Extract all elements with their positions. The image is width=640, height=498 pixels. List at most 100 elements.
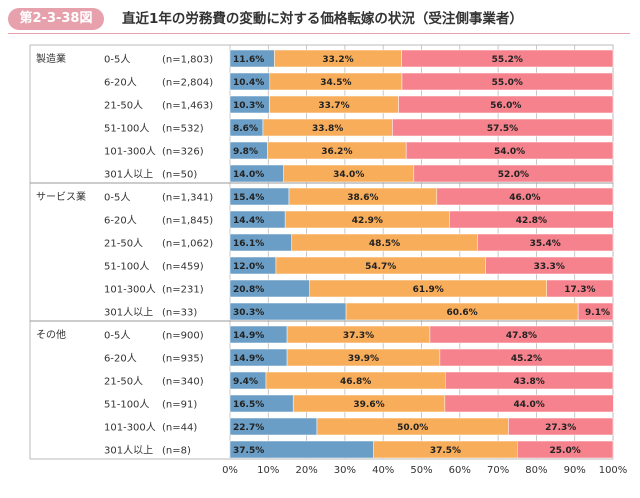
bar-segment — [477, 233, 614, 252]
sample-size-label: (n=8) — [162, 446, 191, 457]
data-label: 56.0% — [490, 101, 521, 111]
bar-segment — [429, 325, 614, 344]
data-label: 38.6% — [347, 193, 378, 203]
data-label: 52.0% — [498, 170, 529, 180]
sample-size-label: (n=1,803) — [162, 55, 213, 66]
data-label: 45.2% — [511, 354, 542, 364]
x-tick-label: 10% — [257, 465, 279, 476]
data-label: 14.9% — [233, 354, 264, 364]
data-label: 55.2% — [492, 55, 523, 65]
data-label: 42.9% — [352, 216, 383, 226]
group-label: その他 — [36, 328, 66, 341]
sample-size-label: (n=50) — [162, 170, 197, 181]
data-label: 47.8% — [506, 331, 537, 341]
data-label: 11.6% — [233, 55, 264, 65]
data-label: 33.2% — [322, 55, 353, 65]
data-label: 22.7% — [233, 423, 264, 433]
x-tick-label: 20% — [295, 465, 317, 476]
chart-title: 直近1年の労務費の変動に対する価格転嫁の状況（受注側事業者） — [122, 11, 523, 27]
data-label: 25.0% — [550, 446, 581, 456]
data-label: 48.5% — [369, 239, 400, 249]
data-label: 54.0% — [494, 147, 525, 157]
size-label: 101-300人 — [104, 422, 156, 434]
bar-segment — [577, 302, 614, 321]
size-label: 6-20人 — [104, 215, 137, 227]
size-label: 101-300人 — [104, 146, 156, 158]
sample-size-label: (n=1,341) — [162, 193, 213, 204]
group-label: 製造業 — [36, 52, 66, 65]
x-tick-label: 90% — [564, 465, 586, 476]
data-label: 10.3% — [233, 101, 264, 111]
sample-size-label: (n=1,463) — [162, 101, 213, 112]
data-label: 16.1% — [233, 239, 264, 249]
bar-segment — [401, 72, 613, 91]
data-label: 39.6% — [353, 400, 384, 410]
data-label: 12.0% — [233, 262, 264, 272]
bar-segment — [392, 118, 613, 137]
data-label: 9.1% — [585, 308, 610, 318]
x-tick-label: 0% — [222, 465, 238, 476]
data-label: 50.0% — [397, 423, 428, 433]
data-label: 16.5% — [233, 400, 264, 410]
data-label: 14.0% — [233, 170, 264, 180]
data-label: 44.0% — [514, 400, 545, 410]
sample-size-label: (n=532) — [162, 124, 204, 135]
data-label: 55.0% — [492, 78, 523, 88]
sample-size-label: (n=91) — [162, 400, 197, 411]
sample-size-label: (n=326) — [162, 147, 204, 158]
data-label: 42.8% — [516, 216, 547, 226]
data-label: 33.3% — [534, 262, 565, 272]
data-label: 34.5% — [320, 78, 351, 88]
data-label: 46.0% — [509, 193, 540, 203]
sample-size-label: (n=900) — [162, 331, 204, 342]
size-label: 21-50人 — [104, 100, 143, 112]
data-label: 14.9% — [233, 331, 264, 341]
bar-segment — [444, 394, 614, 413]
bar-segment — [436, 187, 614, 206]
bar-segment — [413, 164, 614, 183]
data-label: 17.3% — [564, 285, 595, 295]
data-label: 54.7% — [365, 262, 396, 272]
sample-size-label: (n=2,804) — [162, 78, 213, 89]
bar-segment — [405, 141, 614, 160]
group-label: サービス業 — [36, 190, 86, 203]
data-label: 46.8% — [340, 377, 371, 387]
x-tick-label: 100% — [599, 465, 628, 476]
bar-segment — [398, 95, 614, 114]
sample-size-label: (n=231) — [162, 285, 204, 296]
sample-size-label: (n=33) — [162, 308, 197, 319]
data-label: 10.4% — [233, 78, 264, 88]
size-label: 101-300人 — [104, 284, 156, 296]
sample-size-label: (n=935) — [162, 354, 204, 365]
size-label: 51-100人 — [104, 399, 149, 411]
x-tick-label: 60% — [449, 465, 471, 476]
data-label: 36.2% — [321, 147, 352, 157]
data-label: 35.4% — [530, 239, 561, 249]
size-label: 301人以上 — [104, 445, 153, 457]
data-label: 33.8% — [312, 124, 343, 134]
data-label: 9.8% — [233, 147, 258, 157]
data-label: 60.6% — [446, 308, 477, 318]
size-label: 0-5人 — [104, 54, 130, 66]
x-tick-label: 40% — [372, 465, 394, 476]
data-label: 33.7% — [318, 101, 349, 111]
data-label: 37.3% — [343, 331, 374, 341]
data-label: 15.4% — [233, 193, 264, 203]
bar-segment — [444, 371, 614, 390]
x-tick-label: 70% — [487, 465, 509, 476]
size-label: 0-5人 — [104, 192, 130, 204]
title-underline — [8, 33, 630, 34]
size-label: 6-20人 — [104, 77, 137, 89]
data-label: 9.4% — [233, 377, 258, 387]
size-label: 6-20人 — [104, 353, 137, 365]
data-label: 8.6% — [233, 124, 258, 134]
size-label: 51-100人 — [104, 261, 149, 273]
sample-size-label: (n=44) — [162, 423, 197, 434]
data-label: 37.5% — [430, 446, 461, 456]
data-label: 14.4% — [233, 216, 264, 226]
size-label: 21-50人 — [104, 376, 143, 388]
data-label: 20.8% — [233, 285, 264, 295]
size-label: 301人以上 — [104, 307, 153, 319]
sample-size-label: (n=1,062) — [162, 239, 213, 250]
